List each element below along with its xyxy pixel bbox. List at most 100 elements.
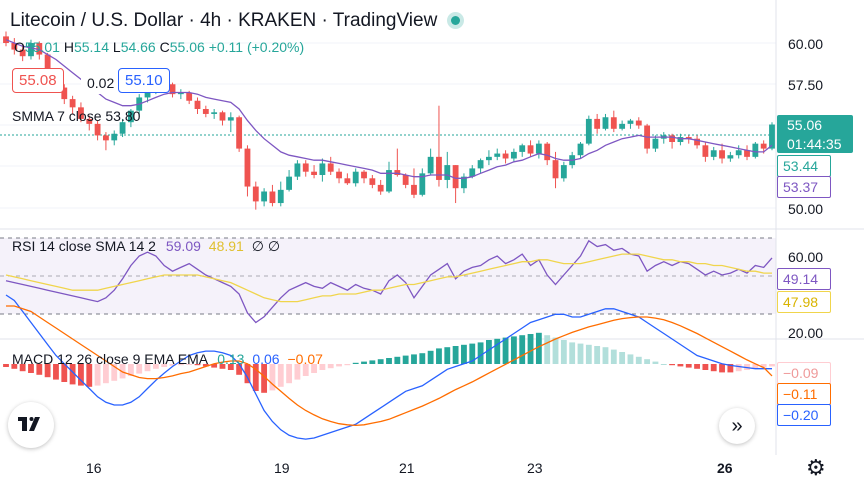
candle-body[interactable]	[36, 43, 43, 55]
candle-body[interactable]	[619, 123, 626, 129]
candle-body[interactable]	[169, 84, 176, 95]
candle-body[interactable]	[302, 163, 309, 172]
candle-body[interactable]	[202, 109, 209, 114]
candle-body[interactable]	[544, 143, 551, 161]
candle-body[interactable]	[78, 107, 84, 119]
candle-body[interactable]	[436, 156, 442, 180]
candle-body[interactable]	[111, 133, 118, 141]
candle-body[interactable]	[177, 92, 184, 95]
candle-body[interactable]	[535, 143, 542, 154]
candle-body[interactable]	[669, 135, 676, 142]
candle-body[interactable]	[94, 123, 101, 136]
candle-body[interactable]	[11, 43, 18, 50]
candle-body[interactable]	[560, 165, 567, 179]
rsi-legend[interactable]: RSI 14 close SMA 14 2 59.09 48.91 ∅ ∅	[12, 238, 280, 255]
candle-body[interactable]	[352, 171, 359, 184]
rsi-tick: 20.00	[788, 325, 824, 341]
candle-body[interactable]	[61, 87, 68, 100]
candle-body[interactable]	[377, 184, 384, 192]
candle-body[interactable]	[677, 137, 684, 142]
candle-body[interactable]	[102, 135, 109, 141]
candle-body[interactable]	[86, 118, 93, 124]
rsi-sma-line	[5, 253, 772, 303]
candle-body[interactable]	[727, 155, 734, 159]
candle-body[interactable]	[411, 184, 417, 195]
macd-hist-bar	[569, 342, 576, 364]
candle-body[interactable]	[685, 137, 692, 139]
candle-body[interactable]	[44, 54, 51, 80]
candle-body[interactable]	[294, 163, 301, 177]
candle-body[interactable]	[461, 176, 467, 189]
candle-body[interactable]	[610, 117, 617, 129]
candle-body[interactable]	[186, 92, 193, 101]
candle-body[interactable]	[261, 191, 268, 202]
candle-body[interactable]	[402, 175, 409, 185]
tradingview-logo-icon[interactable]	[8, 402, 54, 448]
time-tick: 21	[399, 460, 415, 476]
candle-body[interactable]	[28, 43, 34, 57]
candle-body[interactable]	[394, 170, 401, 175]
smma-price-tag: 53.37	[777, 176, 831, 198]
candle-body[interactable]	[252, 186, 259, 202]
candle-body[interactable]	[494, 153, 501, 157]
candle-body[interactable]	[369, 178, 376, 185]
macd-legend[interactable]: MACD 12 26 close 9 EMA EMA 0.13 0.06 −0.…	[12, 351, 323, 367]
candle-body[interactable]	[735, 150, 742, 156]
candle-body[interactable]	[710, 150, 717, 157]
chart-settings-gear-icon[interactable]: ⚙	[806, 455, 826, 480]
smma-legend[interactable]: SMMA 7 close 53.80	[12, 108, 141, 124]
candle-body[interactable]	[527, 145, 534, 154]
candle-body[interactable]	[219, 112, 226, 121]
candle-body[interactable]	[194, 100, 201, 109]
candle-body[interactable]	[627, 120, 634, 124]
candle-body[interactable]	[744, 150, 750, 157]
candle-body[interactable]	[269, 191, 276, 204]
candle-body[interactable]	[69, 99, 76, 108]
candle-body[interactable]	[635, 120, 642, 126]
candle-body[interactable]	[236, 117, 243, 149]
candle-body[interactable]	[694, 138, 700, 146]
candle-body[interactable]	[519, 145, 526, 152]
candle-body[interactable]	[585, 118, 592, 144]
candle-body[interactable]	[444, 165, 451, 180]
candle-body[interactable]	[602, 117, 609, 129]
candle-body[interactable]	[211, 112, 218, 114]
scroll-to-realtime-button[interactable]: »	[719, 408, 755, 444]
candle-body[interactable]	[427, 156, 434, 174]
candle-body[interactable]	[344, 178, 351, 184]
candle-body[interactable]	[286, 176, 293, 190]
candle-body[interactable]	[752, 143, 759, 157]
candle-body[interactable]	[502, 153, 509, 159]
candle-body[interactable]	[477, 160, 484, 169]
candle-body[interactable]	[327, 163, 334, 172]
candle-body[interactable]	[386, 170, 392, 192]
candle-body[interactable]	[769, 124, 775, 149]
candle-body[interactable]	[127, 110, 134, 123]
candle-body[interactable]	[452, 165, 459, 189]
candle-body[interactable]	[19, 49, 26, 57]
buy-button[interactable]: 55.10	[118, 68, 170, 93]
candle-body[interactable]	[361, 171, 367, 179]
time-tick: 19	[274, 460, 290, 476]
candle-body[interactable]	[510, 151, 517, 159]
candle-body[interactable]	[336, 171, 342, 179]
candle-body[interactable]	[319, 163, 326, 175]
candle-body[interactable]	[227, 117, 234, 121]
candle-body[interactable]	[277, 189, 284, 204]
candle-body[interactable]	[652, 138, 659, 149]
candle-body[interactable]	[485, 156, 492, 161]
sell-button[interactable]: 55.08	[12, 68, 64, 93]
candle-body[interactable]	[244, 148, 251, 187]
candle-body[interactable]	[419, 173, 426, 195]
candle-body[interactable]	[760, 143, 767, 149]
candle-body[interactable]	[702, 145, 709, 157]
candle-body[interactable]	[144, 89, 151, 98]
candle-body[interactable]	[719, 150, 725, 159]
candle-body[interactable]	[552, 160, 559, 179]
candle-body[interactable]	[594, 118, 601, 129]
candle-body[interactable]	[577, 143, 584, 156]
candle-body[interactable]	[311, 171, 317, 175]
candle-body[interactable]	[119, 122, 126, 134]
candle-body[interactable]	[469, 168, 476, 177]
